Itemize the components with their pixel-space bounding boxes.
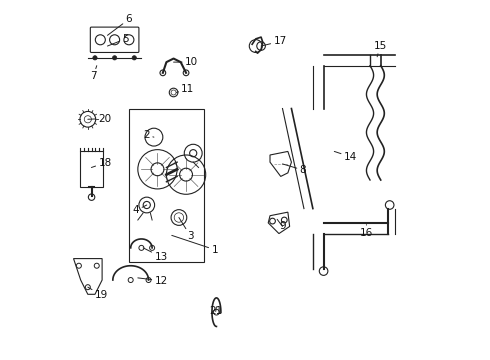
Text: 20: 20 (88, 113, 112, 123)
Circle shape (85, 285, 90, 290)
Bar (129, 109, 204, 262)
Text: 18: 18 (92, 158, 112, 168)
Text: 14: 14 (334, 152, 357, 162)
Circle shape (270, 218, 275, 224)
Bar (80, 152, 103, 187)
Text: 11: 11 (176, 84, 195, 94)
Text: 13: 13 (143, 248, 168, 262)
Circle shape (113, 56, 117, 60)
Text: 2: 2 (144, 130, 154, 140)
Circle shape (94, 263, 99, 268)
Text: 19: 19 (88, 287, 108, 300)
Text: 17: 17 (261, 36, 287, 46)
Circle shape (76, 263, 81, 268)
Text: 3: 3 (179, 217, 194, 242)
Text: 15: 15 (373, 41, 387, 57)
Text: 7: 7 (90, 66, 97, 81)
Text: 9: 9 (277, 219, 286, 231)
Text: 10: 10 (173, 57, 198, 67)
Text: 8: 8 (283, 164, 306, 175)
Text: 4: 4 (133, 205, 147, 215)
Circle shape (93, 56, 97, 60)
Text: 5: 5 (107, 34, 129, 46)
Text: 1: 1 (172, 235, 218, 255)
Text: 12: 12 (138, 276, 168, 286)
Text: 6: 6 (107, 14, 132, 35)
Circle shape (281, 217, 287, 223)
Circle shape (132, 56, 136, 60)
Text: 16: 16 (360, 225, 373, 238)
Text: 21: 21 (209, 306, 222, 316)
